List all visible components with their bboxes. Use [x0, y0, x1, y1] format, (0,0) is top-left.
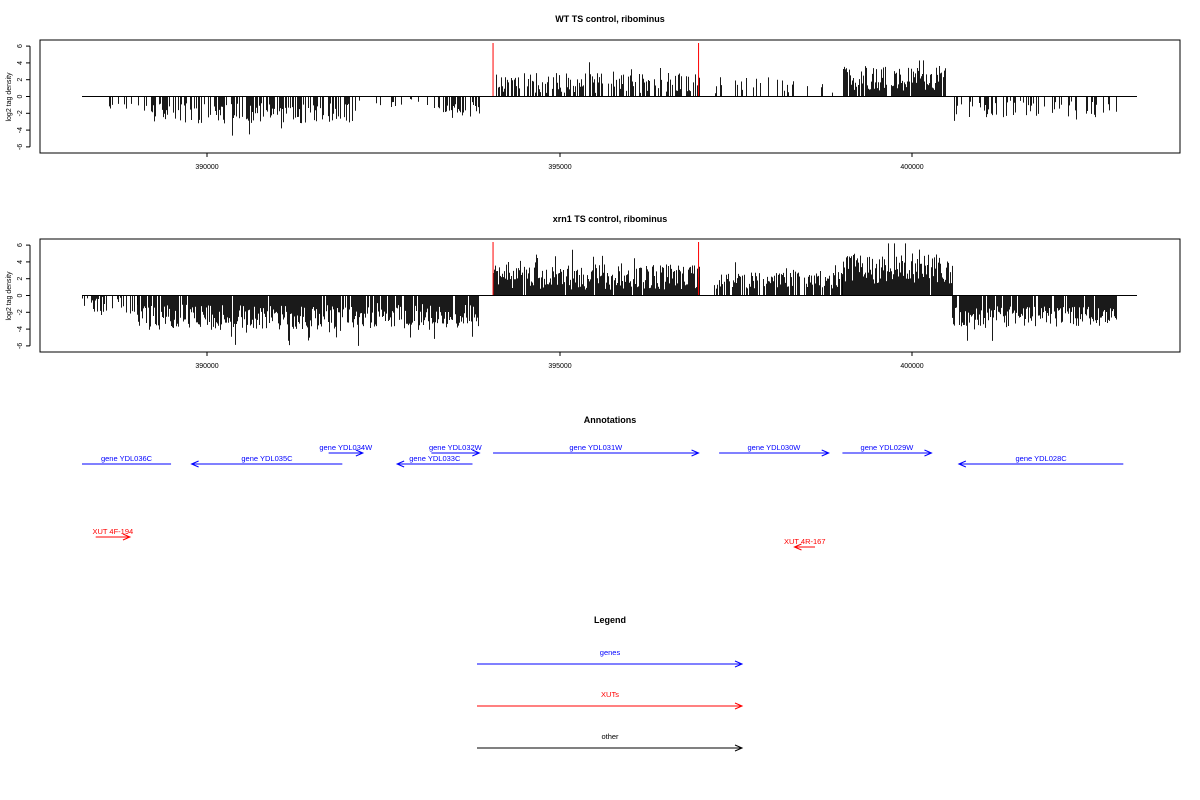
legend-items: genes XUTs other	[477, 648, 744, 752]
x-tick-label: 390000	[195, 164, 218, 171]
panel-title: xrn1 TS control, ribominus	[553, 214, 668, 224]
legend: Legend genes XUTs other	[477, 615, 744, 752]
marker-group	[492, 242, 700, 296]
gene-annotations: gene YDL036C gene YDL035C gene YDL034W gene…	[82, 443, 1124, 468]
gene-arrow-head	[472, 449, 481, 457]
gene-label: gene YDL036C	[101, 454, 153, 463]
xut-arrow-head	[793, 543, 802, 551]
legend-label: XUTs	[601, 690, 619, 699]
gene-label: gene YDL030W	[748, 443, 802, 452]
xut-annotations: XUT 4F-194 XUT 4R-167	[92, 527, 826, 551]
legend-arrow-head	[734, 660, 744, 668]
gene-arrow	[431, 449, 481, 457]
legend-arrow	[477, 744, 744, 752]
y-tick-label: 0	[17, 293, 24, 297]
gene-arrow-head	[924, 449, 933, 457]
legend-label: other	[601, 732, 619, 741]
gene-arrow	[190, 460, 343, 468]
panel-title: WT TS control, ribominus	[555, 14, 665, 24]
gene-arrow	[957, 460, 1124, 468]
plot-frame	[39, 238, 1181, 353]
y-tick-label: 0	[17, 94, 24, 98]
gene-arrow	[842, 449, 933, 457]
gene-label: gene YDL031W	[569, 443, 623, 452]
y-tick-label: -4	[17, 127, 24, 133]
xut-label: XUT 4F-194	[92, 527, 133, 536]
annotations-track: Annotations gene YDL036C gene YDL035Cgene…	[82, 415, 1124, 551]
annotations-title: Annotations	[584, 415, 637, 425]
gene-arrow	[719, 449, 830, 457]
gene-arrow-head	[821, 449, 830, 457]
gene-label: gene YDL035C	[241, 454, 293, 463]
gene-arrow	[395, 460, 473, 468]
marker-group	[492, 43, 700, 97]
x-tick-label: 400000	[900, 363, 923, 370]
legend-arrow	[477, 660, 744, 668]
xut-arrow	[95, 533, 132, 541]
gene-arrow-head	[691, 449, 700, 457]
y-axis-label: log2 tag density	[6, 271, 13, 321]
legend-arrow	[477, 702, 744, 710]
wt-density-panel: WT TS control, ribominus log2 tag densit…	[6, 14, 1181, 171]
gene-arrow-head	[355, 449, 365, 457]
y-tick-label: -6	[17, 343, 24, 349]
gene-label: gene YDL033C	[409, 454, 461, 463]
y-tick-label: 6	[17, 243, 24, 247]
gene-label: gene YDL029W	[861, 443, 915, 452]
y-tick-label: 4	[17, 260, 24, 264]
y-axis-label: log2 tag density	[6, 72, 13, 122]
y-tick-label: 4	[17, 61, 24, 65]
x-tick-label: 390000	[195, 363, 218, 370]
x-axis: 390000 395000 400000	[195, 153, 924, 171]
legend-arrow-head	[734, 702, 744, 710]
gene-arrow	[493, 449, 700, 457]
legend-title: Legend	[594, 615, 626, 625]
y-tick-label: -2	[17, 309, 24, 315]
y-tick-label: -2	[17, 110, 24, 116]
gene-label: gene YDL032W	[429, 443, 483, 452]
gene-arrow-head	[395, 460, 405, 468]
y-tick-label: -6	[17, 144, 24, 150]
gene-arrow	[328, 449, 365, 457]
y-axis: 6 4 2 0 -2 -4 -6	[17, 243, 31, 349]
xut-arrow-head	[122, 533, 132, 541]
gene-label: gene YDL034W	[319, 443, 373, 452]
gene-arrow-head	[957, 460, 967, 468]
plot-frame	[39, 39, 1181, 154]
bar-group	[82, 243, 1117, 346]
y-tick-label: -4	[17, 326, 24, 332]
xut-arrow	[793, 543, 816, 551]
y-axis: 6 4 2 0 -2 -4 -6	[17, 44, 31, 150]
x-tick-label: 395000	[548, 164, 571, 171]
y-tick-label: 2	[17, 277, 24, 281]
legend-label: genes	[600, 648, 621, 657]
xut-label: XUT 4R-167	[784, 537, 826, 546]
y-tick-label: 2	[17, 78, 24, 82]
bar-group	[109, 60, 1117, 136]
x-tick-label: 395000	[548, 363, 571, 370]
xrn1-density-panel: xrn1 TS control, ribominus log2 tag dens…	[6, 214, 1181, 370]
y-tick-label: 6	[17, 44, 24, 48]
gene-label: gene YDL028C	[1016, 454, 1068, 463]
x-tick-label: 400000	[900, 164, 923, 171]
legend-arrow-head	[734, 744, 744, 752]
x-axis: 390000 395000 400000	[195, 352, 924, 370]
gene-arrow-head	[190, 460, 199, 468]
